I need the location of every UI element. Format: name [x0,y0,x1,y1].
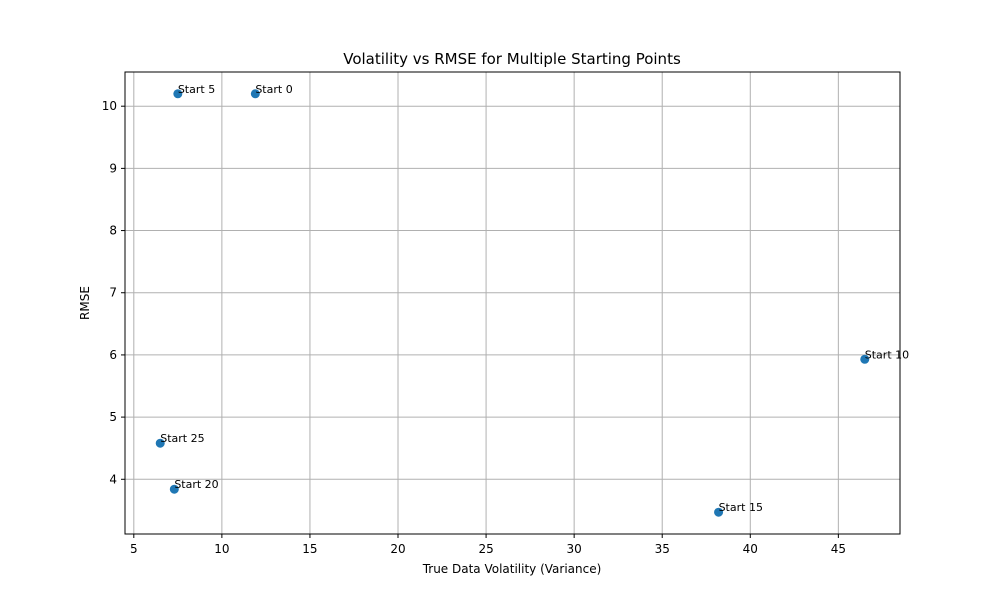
data-point [155,438,165,448]
y-tick-label: 10 [102,99,117,113]
point-label: Start 20 [174,478,218,491]
point-layer: Start 0 Start 5 Start 10 Start 15 Start 20 St… [155,83,909,517]
y-tick-label: 7 [109,286,117,300]
y-tick-label: 4 [109,472,117,486]
x-tick-label: 30 [567,542,582,556]
y-tick-label: 6 [109,348,117,362]
x-tick-label: 5 [130,542,138,556]
x-tick-label: 35 [655,542,670,556]
y-axis-label: RMSE [78,286,92,320]
x-tick-label: 20 [390,542,405,556]
y-tick-label: 9 [109,161,117,175]
point-label: Start 5 [178,83,215,96]
point-label: Start 25 [160,432,204,445]
data-point [714,507,724,517]
x-tick-label: 40 [743,542,758,556]
y-tick-label: 5 [109,410,117,424]
point-label: Start 0 [255,83,292,96]
grid-layer [125,72,900,534]
data-point [250,89,260,99]
x-tick-label: 15 [302,542,317,556]
x-axis-label: True Data Volatility (Variance) [422,562,602,576]
point-label: Start 15 [719,501,763,514]
data-point [173,89,183,99]
y-tick-label: 8 [109,224,117,238]
x-tick-label: 25 [478,542,493,556]
x-tick-label: 10 [214,542,229,556]
data-point [169,484,179,494]
plot-frame [124,71,901,535]
chart-title: Volatility vs RMSE for Multiple Starting… [343,50,681,68]
data-point [860,354,870,364]
point-label: Start 10 [865,348,909,361]
x-tick-label: 45 [831,542,846,556]
